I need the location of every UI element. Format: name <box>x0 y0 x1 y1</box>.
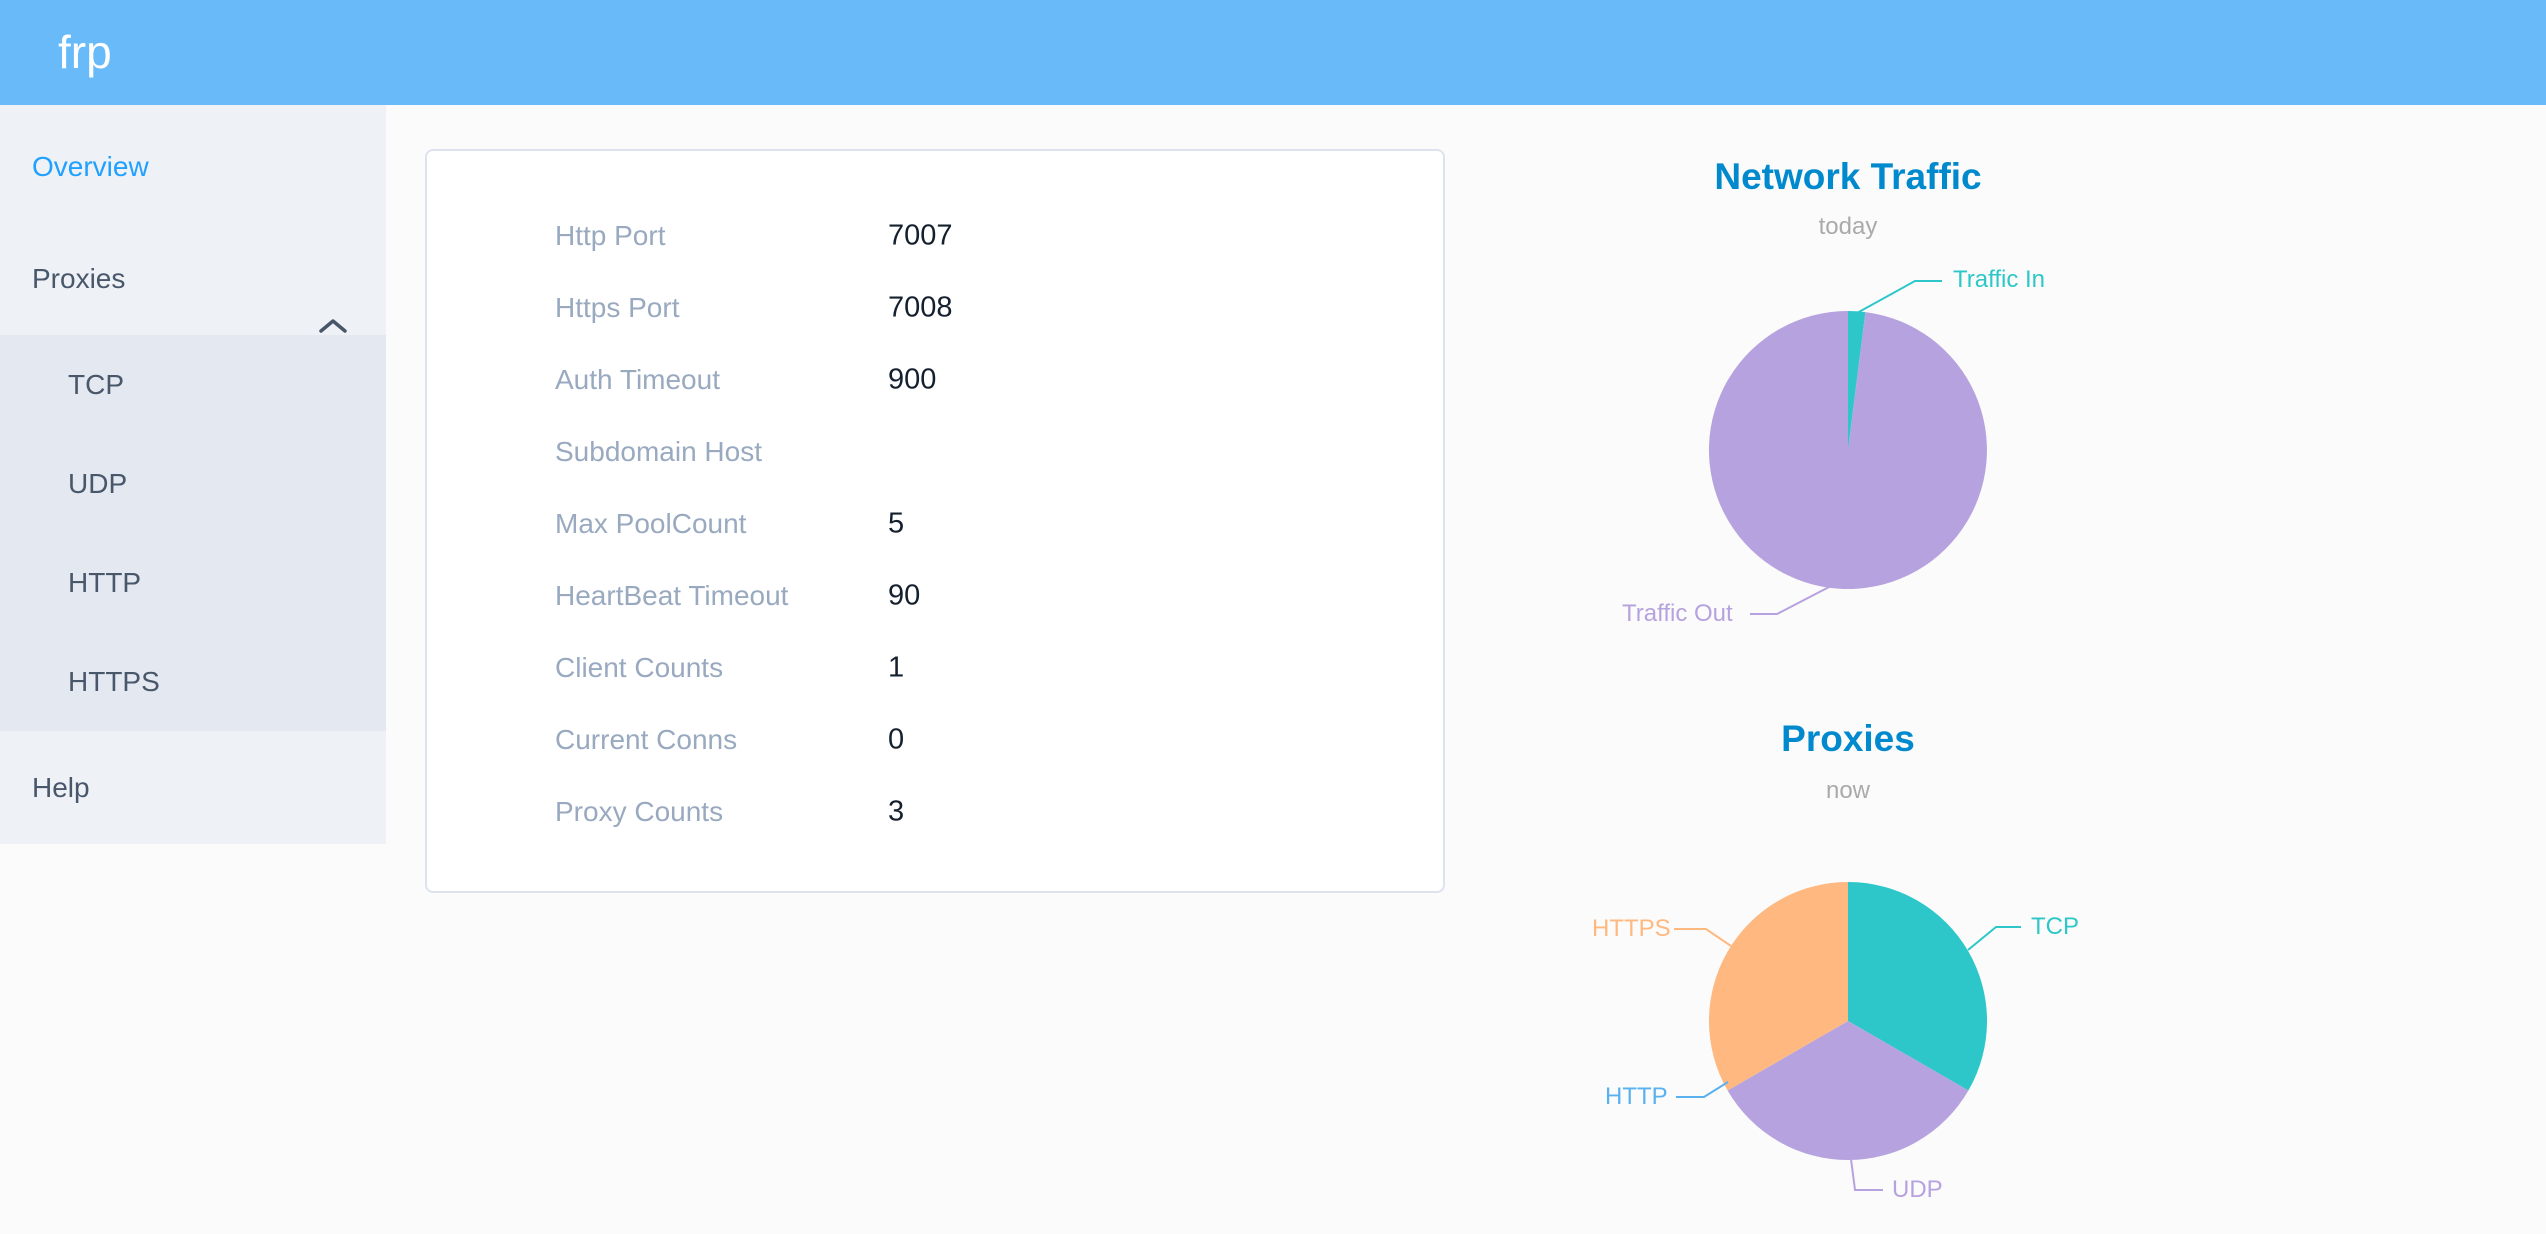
leader-tcp <box>1967 926 2021 951</box>
leader-udp <box>1850 1158 1883 1191</box>
sidebar-item-udp[interactable]: UDP <box>68 468 128 499</box>
config-label: Subdomain Host <box>555 436 763 467</box>
config-row-client-counts: Client Counts 1 <box>427 632 1443 704</box>
pie-slice-traffic-in <box>1848 311 1866 450</box>
sidebar-proxies-submenu: TCP UDP HTTP HTTPS <box>0 335 386 731</box>
config-value: 5 <box>888 507 905 540</box>
pie-label-traffic-out: Traffic Out <box>1622 600 1733 627</box>
network-traffic-title: Network Traffic <box>1714 156 1982 197</box>
sidebar-item-https[interactable]: HTTPS <box>68 666 160 697</box>
proxies-pie <box>1708 882 1988 1161</box>
leader-traffic-out <box>1750 585 1832 615</box>
network-traffic-pie <box>1708 311 1987 589</box>
config-value: 7008 <box>888 291 953 324</box>
config-value: 0 <box>888 723 905 756</box>
pie-label-udp: UDP <box>1892 1176 1943 1203</box>
sidebar-item-proxies-label: Proxies <box>32 263 126 294</box>
server-config-card: Http Port 7007 Https Port 7008 Auth Time… <box>425 149 1445 893</box>
config-label: Auth Timeout <box>555 364 720 395</box>
config-row-current-conns: Current Conns 0 <box>427 704 1443 776</box>
pie-slice-traffic-out <box>1708 311 1987 589</box>
config-label: Https Port <box>555 292 680 323</box>
pie-label-traffic-in: Traffic In <box>1953 266 2046 293</box>
chevron-up-icon <box>318 270 348 382</box>
pie-slice-tcp <box>1848 882 1988 1091</box>
app-logo: frp <box>58 26 112 78</box>
sidebar-item-overview[interactable]: Overview <box>32 151 149 182</box>
leader-traffic-in <box>1856 280 1942 314</box>
config-row-proxy-counts: Proxy Counts 3 <box>427 776 1443 848</box>
pie-label-tcp: TCP <box>2031 913 2079 940</box>
sidebar-item-http[interactable]: HTTP <box>68 567 142 598</box>
config-row-auth-timeout: Auth Timeout 900 <box>427 344 1443 416</box>
sidebar-item-tcp[interactable]: TCP <box>68 369 124 400</box>
proxies-title: Proxies <box>1781 718 1915 759</box>
leader-https <box>1674 928 1732 947</box>
pie-label-http: HTTP <box>1605 1083 1668 1110</box>
config-value: 7007 <box>888 219 953 252</box>
config-row-subdomain-host: Subdomain Host <box>427 416 1443 488</box>
config-label: Proxy Counts <box>555 796 724 827</box>
config-value: 1 <box>888 651 905 684</box>
sidebar-main-menu: Overview Proxies <box>0 105 386 335</box>
config-label: Current Conns <box>555 724 738 755</box>
sidebar-item-help[interactable]: Help <box>32 772 90 803</box>
pie-slice-udp <box>1727 1021 1969 1161</box>
config-row-max-poolcount: Max PoolCount 5 <box>427 488 1443 560</box>
config-row-http-port: Http Port 7007 <box>427 200 1443 272</box>
config-value: 900 <box>888 363 937 396</box>
config-value: 3 <box>888 795 905 828</box>
pie-slice-https <box>1708 882 1848 1091</box>
sidebar-item-proxies[interactable]: Proxies <box>0 223 386 335</box>
config-label: Http Port <box>555 220 666 251</box>
config-label: HeartBeat Timeout <box>555 580 789 611</box>
config-row-heartbeat-timeout: HeartBeat Timeout 90 <box>427 560 1443 632</box>
proxies-subtitle: now <box>1825 777 1871 804</box>
top-header-bar: frp <box>0 0 2546 105</box>
network-traffic-subtitle: today <box>1818 213 1878 240</box>
config-label: Max PoolCount <box>555 508 747 539</box>
config-label: Client Counts <box>555 652 724 683</box>
pie-label-https: HTTPS <box>1592 915 1671 942</box>
sidebar-help-block: Help <box>0 731 386 844</box>
leader-http <box>1676 1081 1729 1098</box>
config-value: 90 <box>888 579 921 612</box>
config-row-https-port: Https Port 7008 <box>427 272 1443 344</box>
